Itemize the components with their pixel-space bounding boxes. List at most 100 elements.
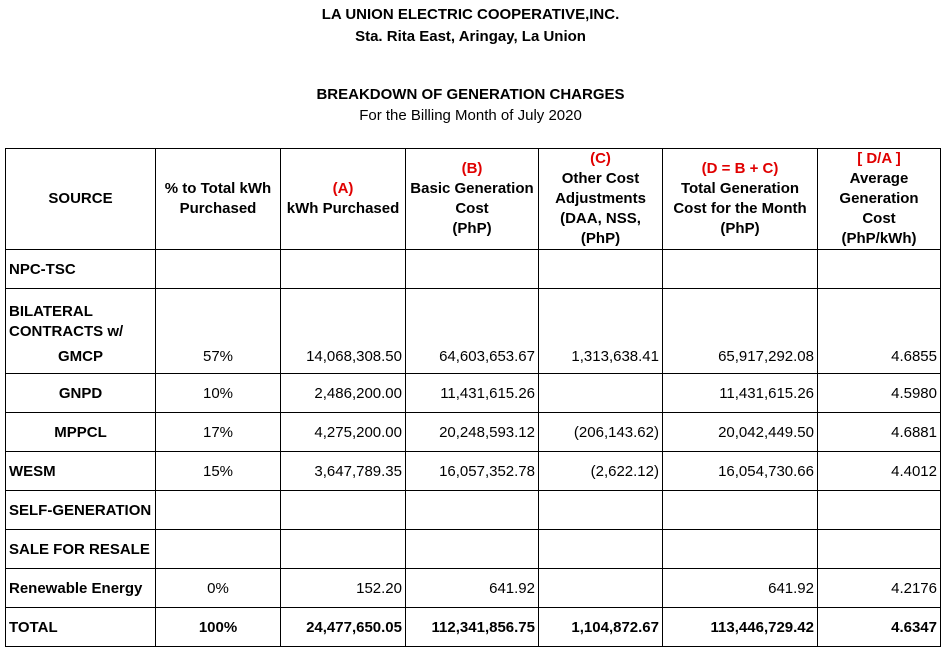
row: WESM 15% 3,647,789.35 16,057,352.78 (2,622.1…: [5, 451, 941, 491]
cell: [280, 249, 406, 289]
row: GNPD 10% 2,486,200.00 11,431,615.26 11,431,6…: [5, 373, 941, 413]
cell: 17%: [155, 412, 281, 452]
cell: 4.6855: [817, 288, 941, 374]
cell: 2,486,200.00: [280, 373, 406, 413]
row: SELF-GENERATION: [5, 490, 941, 530]
column-label: SOURCE: [48, 190, 113, 207]
cell: [538, 490, 663, 530]
cell: [405, 490, 539, 530]
cell: [538, 249, 663, 289]
row: SALE FOR RESALE: [5, 529, 941, 569]
source-cell: Renewable Energy: [5, 568, 156, 608]
column-label: kWh Purchased: [286, 200, 400, 217]
cell: 11,431,615.26: [662, 373, 818, 413]
table-body: NPC-TSC BILATERAL CONTRACTS w/GMCP 57% 14,0…: [5, 249, 941, 647]
cell: 11,431,615.26: [405, 373, 539, 413]
cell: [817, 529, 941, 569]
column-header: % to Total kWh Purchased: [155, 148, 281, 250]
cell: [662, 529, 818, 569]
column-unit: (PhP): [720, 220, 760, 237]
cell: 65,917,292.08: [662, 288, 818, 374]
cell: 641.92: [662, 568, 818, 608]
cell: 4.6881: [817, 412, 941, 452]
column-unit: (PhP): [580, 230, 621, 247]
source-label: GNPD: [58, 384, 103, 402]
source-label: MPPCL: [54, 423, 107, 441]
cell: 641.92: [405, 568, 539, 608]
cell: [280, 529, 406, 569]
row: Renewable Energy 0% 152.20 641.92 641.92 4.21…: [5, 568, 941, 608]
column-unit: (PhP/kWh): [841, 230, 917, 247]
source-cell: TOTAL: [5, 607, 156, 647]
row: BILATERAL CONTRACTS w/GMCP 57% 14,068,308.…: [5, 288, 941, 374]
cell: [538, 373, 663, 413]
cell: 64,603,653.67: [405, 288, 539, 374]
org-name: LA UNION ELECTRIC COOPERATIVE,INC.: [321, 6, 620, 23]
cell: 20,042,449.50: [662, 412, 818, 452]
column-header: (C) Other Cost Adjustments (DAA, NSS, (PhP…: [538, 148, 663, 250]
source-cell: MPPCL: [5, 412, 156, 452]
column-code: (C): [590, 150, 611, 167]
column-label: % to Total kWh Purchased: [164, 180, 272, 217]
cell: 57%: [155, 288, 281, 374]
address: Sta. Rita East, Aringay, La Union: [355, 28, 586, 45]
cell: 1,313,638.41: [538, 288, 663, 374]
cell: 0%: [155, 568, 281, 608]
source-cell: SALE FOR RESALE: [5, 529, 156, 569]
header: LA UNION ELECTRIC COOPERATIVE,INC. Sta. …: [0, 4, 941, 126]
cell: (206,143.62): [538, 412, 663, 452]
column-header: (A) kWh Purchased: [280, 148, 406, 250]
cell: [280, 490, 406, 530]
column-code: [ D/A ]: [857, 150, 901, 167]
cell: 112,341,856.75: [405, 607, 539, 647]
cell: [817, 249, 941, 289]
source-label: GMCP: [58, 348, 103, 365]
doc-title: BREAKDOWN OF GENERATION CHARGES: [316, 86, 625, 103]
column-code: (B): [461, 160, 483, 177]
column-header: [ D/A ] Average Generation Cost (PhP/kWh): [817, 148, 941, 250]
cell: 16,054,730.66: [662, 451, 818, 491]
cell: 20,248,593.12: [405, 412, 539, 452]
source-cell: WESM: [5, 451, 156, 491]
row: NPC-TSC: [5, 249, 941, 289]
cell: 1,104,872.67: [538, 607, 663, 647]
cell: 113,446,729.42: [662, 607, 818, 647]
group-label: BILATERAL CONTRACTS w/: [9, 303, 124, 340]
cell: [538, 568, 663, 608]
cell: 14,068,308.50: [280, 288, 406, 374]
cell: [662, 249, 818, 289]
column-header: SOURCE: [5, 148, 156, 250]
column-unit: (PhP): [452, 220, 492, 237]
cell: 4.5980: [817, 373, 941, 413]
cell: 10%: [155, 373, 281, 413]
cell: 4.6347: [817, 607, 941, 647]
source-cell: NPC-TSC: [5, 249, 156, 289]
cell: 3,647,789.35: [280, 451, 406, 491]
row: MPPCL 17% 4,275,200.00 20,248,593.12 (206,14…: [5, 412, 941, 452]
doc-subtitle: For the Billing Month of July 2020: [359, 107, 582, 124]
column-label: Basic Generation Cost: [410, 180, 534, 217]
source-cell: GNPD: [5, 373, 156, 413]
source-cell: BILATERAL CONTRACTS w/GMCP: [5, 288, 156, 374]
cell: 4.4012: [817, 451, 941, 491]
charges-table: SOURCE % to Total kWh Purchased (A) kWh Pur…: [5, 148, 941, 647]
cell: [155, 529, 281, 569]
cell: 15%: [155, 451, 281, 491]
cell: (2,622.12): [538, 451, 663, 491]
column-header: (B) Basic Generation Cost (PhP): [405, 148, 539, 250]
cell: [405, 249, 539, 289]
table-head: SOURCE % to Total kWh Purchased (A) kWh Pur…: [5, 148, 941, 250]
cell: 4,275,200.00: [280, 412, 406, 452]
cell: 100%: [155, 607, 281, 647]
cell: [155, 249, 281, 289]
cell: [817, 490, 941, 530]
total-row: TOTAL 100% 24,477,650.05 112,341,856.75 1,10…: [5, 607, 941, 647]
cell: [538, 529, 663, 569]
header-row: SOURCE % to Total kWh Purchased (A) kWh Pur…: [5, 148, 941, 250]
column-label: Average Generation Cost: [839, 170, 919, 227]
cell: [155, 490, 281, 530]
cell: 24,477,650.05: [280, 607, 406, 647]
cell: 16,057,352.78: [405, 451, 539, 491]
column-code: (A): [332, 180, 354, 197]
